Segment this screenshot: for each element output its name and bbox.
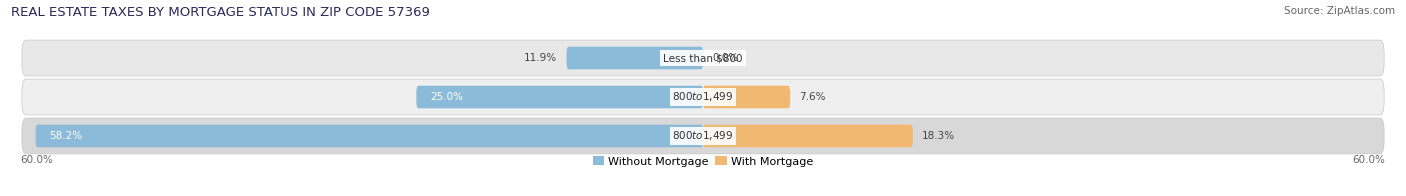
Text: REAL ESTATE TAXES BY MORTGAGE STATUS IN ZIP CODE 57369: REAL ESTATE TAXES BY MORTGAGE STATUS IN … (11, 6, 430, 19)
FancyBboxPatch shape (703, 86, 790, 108)
FancyBboxPatch shape (22, 118, 1384, 154)
Text: 7.6%: 7.6% (800, 92, 825, 102)
FancyBboxPatch shape (22, 40, 1384, 76)
FancyBboxPatch shape (35, 125, 703, 147)
Text: $800 to $1,499: $800 to $1,499 (672, 130, 734, 142)
FancyBboxPatch shape (416, 86, 703, 108)
FancyBboxPatch shape (567, 47, 703, 69)
Text: Less than $800: Less than $800 (664, 53, 742, 63)
Text: $800 to $1,499: $800 to $1,499 (672, 91, 734, 103)
Text: 25.0%: 25.0% (430, 92, 463, 102)
Text: 58.2%: 58.2% (49, 131, 83, 141)
Text: 0.0%: 0.0% (713, 53, 738, 63)
Text: Source: ZipAtlas.com: Source: ZipAtlas.com (1284, 6, 1395, 16)
Text: 11.9%: 11.9% (524, 53, 557, 63)
Text: 18.3%: 18.3% (922, 131, 955, 141)
Legend: Without Mortgage, With Mortgage: Without Mortgage, With Mortgage (588, 152, 818, 171)
FancyBboxPatch shape (703, 125, 912, 147)
Text: 60.0%: 60.0% (1353, 155, 1385, 165)
FancyBboxPatch shape (22, 79, 1384, 115)
Text: 60.0%: 60.0% (21, 155, 53, 165)
